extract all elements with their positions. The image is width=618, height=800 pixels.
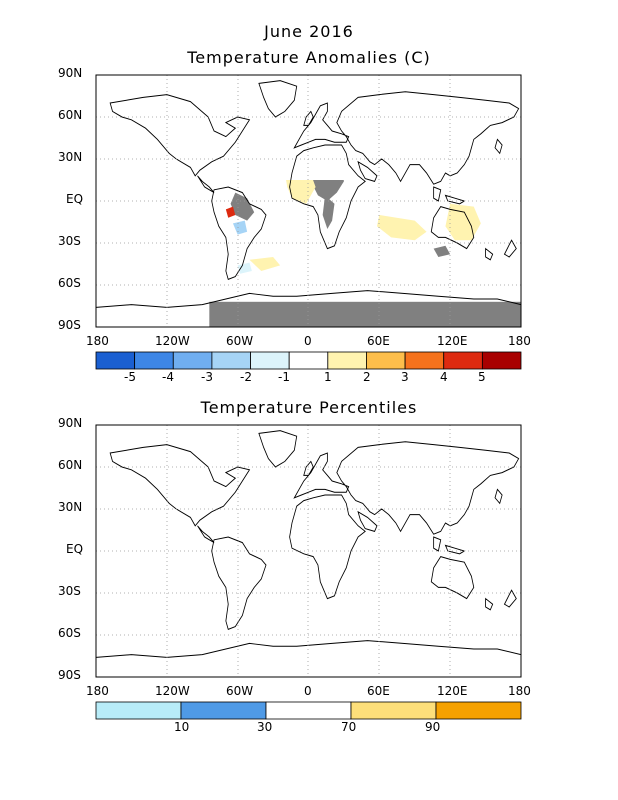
top-colorbar-label: 4	[440, 370, 448, 384]
percentile-map-title: Temperature Percentiles	[200, 398, 418, 417]
percentile-colorbar-swatch	[265, 701, 352, 720]
anomaly-colorbar-swatch	[95, 351, 136, 370]
top-lon-label: 60E	[367, 334, 390, 348]
bottom-colorbar-label: 70	[341, 720, 357, 734]
bottom-colorbar-label: 90	[425, 720, 441, 734]
top-colorbar-label: -5	[124, 370, 136, 384]
bottom-lon-label: 180	[508, 684, 531, 698]
top-colorbar-label: 5	[478, 370, 486, 384]
anomaly-colorbar-swatch	[443, 351, 483, 370]
top-lon-label: 60W	[226, 334, 254, 348]
anomaly-map	[95, 74, 522, 328]
bottom-lat-label: EQ	[66, 542, 84, 556]
percentile-colorbar-swatch	[350, 701, 437, 720]
anomaly-colorbar-swatch	[288, 351, 329, 370]
top-lon-label: 0	[304, 334, 312, 348]
anomaly-colorbar-swatch	[481, 351, 522, 370]
bottom-colorbar-label: 10	[174, 720, 190, 734]
top-colorbar-label: 3	[401, 370, 409, 384]
bottom-lon-label: 60W	[226, 684, 254, 698]
bottom-lat-label: 90S	[58, 668, 81, 682]
top-lat-label: EQ	[66, 192, 84, 206]
top-colorbar-label: -2	[240, 370, 252, 384]
anomaly-colorbar-swatch	[366, 351, 406, 370]
anomaly-colorbar-swatch	[250, 351, 290, 370]
bottom-lat-label: 60N	[58, 458, 83, 472]
percentile-map	[95, 424, 522, 678]
bottom-lat-label: 30S	[58, 584, 81, 598]
top-colorbar-label: 2	[363, 370, 371, 384]
top-lon-label: 120W	[155, 334, 190, 348]
top-colorbar-label: 1	[324, 370, 332, 384]
anomaly-colorbar-swatch	[172, 351, 213, 370]
percentile-colorbar-swatch	[95, 701, 182, 720]
bottom-lat-label: 90N	[58, 416, 83, 430]
top-lat-label: 90S	[58, 318, 81, 332]
top-lat-label: 30N	[58, 150, 83, 164]
bottom-lon-label: 0	[304, 684, 312, 698]
top-lat-label: 90N	[58, 66, 83, 80]
anomaly-map-title: Temperature Anomalies (C)	[187, 48, 431, 67]
anomaly-colorbar	[95, 351, 522, 370]
bottom-lat-label: 30N	[58, 500, 83, 514]
top-colorbar-label: -3	[201, 370, 213, 384]
bottom-lon-label: 180	[86, 684, 109, 698]
top-lat-label: 60N	[58, 108, 83, 122]
bottom-lat-label: 60S	[58, 626, 81, 640]
bottom-lon-label: 120W	[155, 684, 190, 698]
bottom-lon-label: 120E	[437, 684, 468, 698]
anomaly-colorbar-swatch	[327, 351, 367, 370]
percentile-colorbar	[95, 701, 522, 720]
top-lon-label: 180	[86, 334, 109, 348]
percentile-colorbar-swatch	[435, 701, 522, 720]
top-lon-label: 120E	[437, 334, 468, 348]
top-lon-label: 180	[508, 334, 531, 348]
percentile-colorbar-swatch	[180, 701, 267, 720]
top-lat-label: 60S	[58, 276, 81, 290]
anomaly-colorbar-swatch	[404, 351, 445, 370]
top-lat-label: 30S	[58, 234, 81, 248]
anomaly-colorbar-swatch	[134, 351, 174, 370]
top-colorbar-label: -1	[278, 370, 290, 384]
bottom-lon-label: 60E	[367, 684, 390, 698]
anomaly-colorbar-swatch	[211, 351, 251, 370]
map-date-title: June 2016	[264, 22, 354, 41]
top-colorbar-label: -4	[162, 370, 174, 384]
bottom-colorbar-label: 30	[257, 720, 273, 734]
